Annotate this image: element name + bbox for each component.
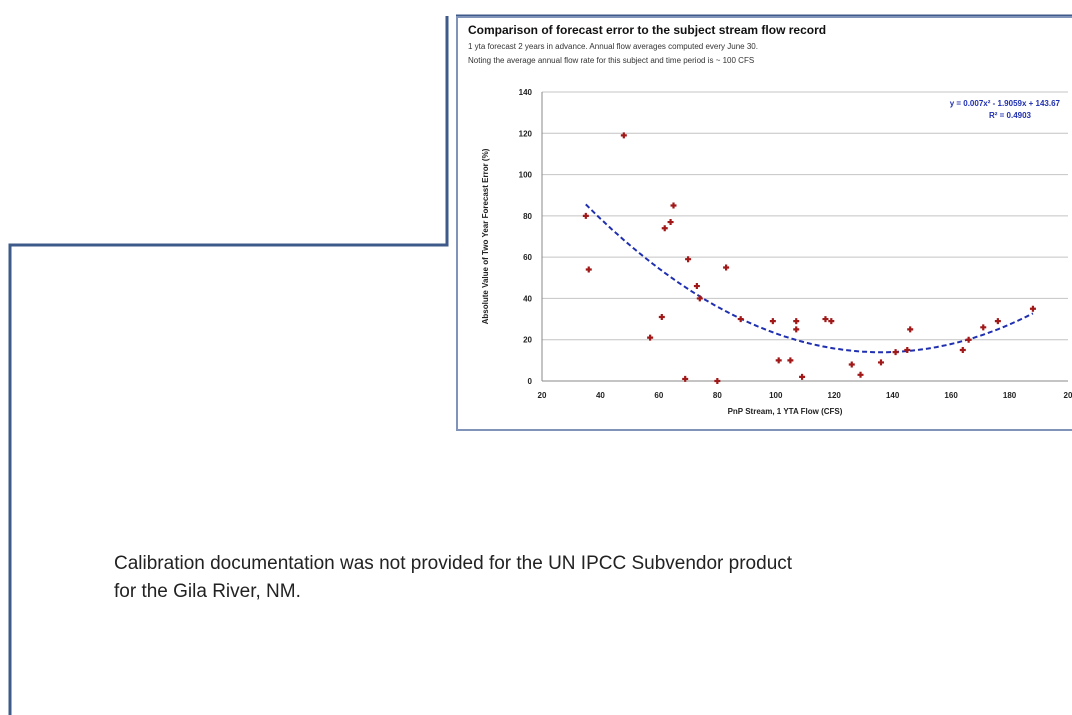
data-point [904, 347, 911, 354]
data-point [787, 357, 794, 364]
data-point [799, 373, 806, 380]
data-point [693, 283, 700, 290]
data-point [822, 316, 829, 323]
y-tick-label: 80 [523, 212, 532, 221]
x-tick-label: 60 [654, 391, 663, 400]
data-point [620, 132, 627, 139]
x-tick-label: 180 [1003, 391, 1017, 400]
data-point [994, 318, 1001, 325]
x-tick-label: 40 [596, 391, 605, 400]
data-point [980, 324, 987, 331]
data-point [959, 347, 966, 354]
data-point [647, 334, 654, 341]
data-point [892, 349, 899, 356]
data-point [857, 371, 864, 378]
x-tick-label: 120 [828, 391, 842, 400]
chart-subtitle-1: 1 yta forecast 2 years in advance. Annua… [468, 42, 758, 51]
data-point [793, 318, 800, 325]
y-tick-label: 120 [519, 129, 533, 138]
data-point [723, 264, 730, 271]
data-point [582, 212, 589, 219]
x-tick-label: 140 [886, 391, 900, 400]
data-point [907, 326, 914, 333]
y-tick-label: 60 [523, 253, 532, 262]
data-point [1029, 305, 1036, 312]
x-tick-label: 20 [538, 391, 547, 400]
slide-caption: Calibration documentation was not provid… [114, 550, 1014, 606]
data-point [670, 202, 677, 209]
x-tick-label: 100 [769, 391, 783, 400]
data-point [828, 318, 835, 325]
caption-line-2: for the Gila River, NM. [114, 581, 301, 602]
chart-title: Comparison of forecast error to the subj… [468, 23, 827, 37]
slide-frame-step [8, 16, 449, 715]
trendline-r2: R² = 0.4903 [989, 111, 1032, 120]
data-point [965, 336, 972, 343]
scatter-plot: 0 20 40 60 80 100 120 140 20 40 60 80 100 120 140 160 18… [481, 88, 1072, 416]
y-tick-label: 140 [519, 88, 533, 97]
y-tick-label: 20 [523, 336, 532, 345]
y-tick-label: 0 [528, 377, 533, 386]
chart-card: Comparison of forecast error to the subj… [456, 16, 1072, 431]
chart-subtitle-2: Noting the average annual flow rate for … [468, 56, 755, 65]
data-point [667, 219, 674, 226]
data-point [585, 266, 592, 273]
data-point [769, 318, 776, 325]
data-point [793, 326, 800, 333]
data-point [877, 359, 884, 366]
x-axis-title: PnP Stream, 1 YTA Flow (CFS) [728, 407, 843, 416]
data-point [661, 225, 668, 232]
y-tick-label: 40 [523, 294, 532, 303]
caption-line-1: Calibration documentation was not provid… [114, 553, 793, 574]
trendline [585, 203, 1034, 354]
x-tick-label: 20 [1064, 391, 1072, 400]
x-tick-label: 80 [713, 391, 722, 400]
y-tick-label: 100 [519, 171, 533, 180]
data-point [685, 256, 692, 263]
data-point [682, 375, 689, 382]
data-point [696, 295, 703, 302]
data-point [848, 361, 855, 368]
data-point [658, 314, 665, 321]
data-point [775, 357, 782, 364]
data-point [714, 378, 721, 384]
data-point [737, 316, 744, 323]
y-axis-title: Absolute Value of Two Year Forecast Erro… [481, 148, 490, 324]
trendline-equation: y = 0.007x² - 1.9059x + 143.67 [950, 99, 1061, 108]
x-tick-label: 160 [944, 391, 958, 400]
